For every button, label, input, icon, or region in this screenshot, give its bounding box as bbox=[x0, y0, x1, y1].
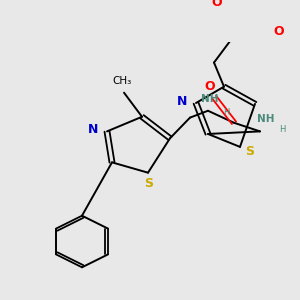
Text: H: H bbox=[223, 108, 229, 117]
Text: CH₃: CH₃ bbox=[112, 76, 132, 85]
Text: S: S bbox=[145, 176, 154, 190]
Text: NH: NH bbox=[257, 114, 275, 124]
Text: N: N bbox=[177, 95, 187, 108]
Text: H: H bbox=[279, 125, 285, 134]
Text: O: O bbox=[212, 0, 222, 9]
Text: NH: NH bbox=[201, 94, 219, 104]
Text: N: N bbox=[88, 123, 98, 136]
Text: S: S bbox=[245, 145, 254, 158]
Text: O: O bbox=[274, 25, 284, 38]
Text: O: O bbox=[205, 80, 215, 93]
